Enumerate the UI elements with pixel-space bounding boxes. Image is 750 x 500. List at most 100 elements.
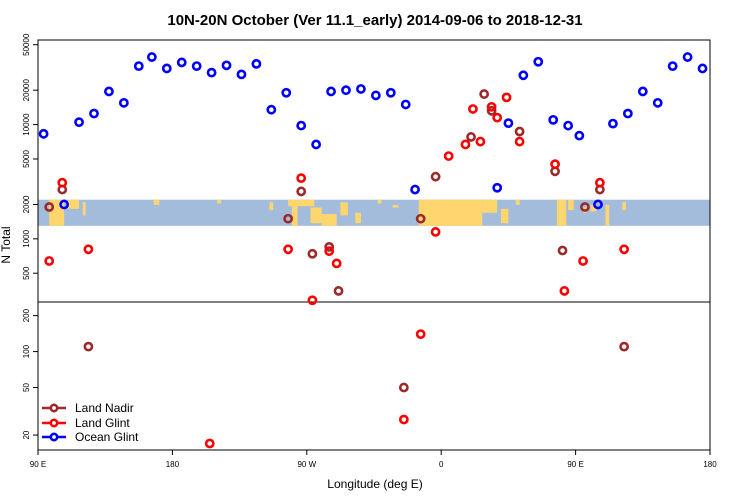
y-tick-label: 50000 — [22, 33, 31, 56]
point-ocean-glint — [341, 85, 351, 96]
legend-marker-land-nadir — [49, 403, 59, 413]
point-land-glint — [514, 136, 525, 147]
point-land-glint — [415, 329, 426, 340]
point-ocean-glint — [652, 97, 663, 108]
land-mass — [568, 199, 574, 211]
point-ocean-glint — [251, 58, 262, 69]
point-ocean-glint — [311, 139, 322, 150]
map-strip — [38, 199, 710, 226]
point-ocean-glint — [574, 130, 585, 141]
x-tick-label: 90 E — [567, 460, 583, 469]
point-ocean-glint — [89, 108, 99, 119]
x-tick-label: 0 — [439, 460, 444, 469]
point-ocean-glint — [667, 61, 678, 72]
point-ocean-glint — [492, 182, 503, 193]
point-land-glint — [430, 227, 441, 237]
point-land-nadir — [333, 286, 344, 296]
point-land-nadir — [398, 382, 409, 393]
point-land-nadir — [486, 105, 497, 116]
point-ocean-glint — [400, 99, 411, 110]
point-land-nadir — [307, 248, 318, 259]
land-mass — [82, 202, 86, 216]
point-ocean-glint — [146, 52, 157, 62]
land-mass — [377, 199, 382, 204]
x-tick-label: 180 — [166, 460, 180, 469]
point-land-glint — [475, 136, 486, 147]
point-land-glint — [83, 244, 94, 255]
y-tick-label: 5000 — [22, 150, 31, 168]
point-land-glint — [204, 438, 215, 449]
point-ocean-glint — [38, 128, 49, 139]
land-mass — [321, 214, 337, 226]
point-land-glint — [559, 286, 570, 296]
y-tick-label: 500 — [22, 266, 31, 280]
point-ocean-glint — [410, 184, 420, 195]
point-ocean-glint — [563, 120, 574, 131]
legend-label-land-nadir: Land Nadir — [75, 401, 134, 415]
point-ocean-glint — [118, 97, 129, 108]
point-ocean-glint — [281, 87, 292, 98]
point-land-nadir — [296, 186, 307, 197]
map-land — [49, 199, 626, 226]
point-land-glint — [443, 151, 454, 161]
point-land-nadir — [479, 89, 490, 99]
point-ocean-glint — [221, 60, 232, 71]
point-land-glint — [398, 414, 409, 425]
land-mass — [288, 199, 315, 207]
point-ocean-glint — [682, 52, 693, 62]
land-mass — [500, 208, 509, 224]
point-ocean-glint — [206, 67, 217, 78]
point-ocean-glint — [296, 120, 307, 131]
point-ocean-glint — [326, 86, 336, 97]
legend-item-land-glint: Land Glint — [42, 416, 130, 430]
point-land-glint — [460, 139, 471, 150]
point-land-glint — [578, 256, 588, 266]
land-mass — [590, 204, 597, 212]
y-tick-label: 100 — [22, 344, 31, 358]
land-mass — [217, 199, 221, 204]
point-ocean-glint — [104, 86, 114, 97]
land-mass — [153, 199, 160, 205]
map-ocean — [38, 199, 710, 226]
point-land-nadir — [430, 171, 441, 182]
x-tick-label: 180 — [703, 460, 717, 469]
point-land-glint — [283, 244, 294, 255]
land-mass — [418, 199, 483, 226]
point-land-nadir — [580, 202, 590, 212]
point-land-glint — [57, 177, 68, 188]
legend-item-ocean-glint: Ocean Glint — [42, 430, 139, 444]
x-tick-label: 90 E — [30, 460, 46, 469]
point-land-nadir — [324, 242, 335, 252]
land-mass — [392, 204, 399, 208]
point-land-glint — [44, 256, 55, 266]
y-tick-label: 1000 — [22, 229, 31, 247]
tick-labels: 90 E 180 90 W 0 90 E 180 500 1000 2000 5000 10000 2… — [22, 33, 717, 469]
point-land-nadir — [557, 245, 568, 256]
y-tick-label: 20 — [22, 430, 31, 439]
point-land-glint — [468, 104, 478, 114]
point-land-glint — [296, 173, 307, 184]
point-ocean-glint — [697, 63, 708, 74]
point-land-nadir — [514, 126, 525, 137]
legend-label-land-glint: Land Glint — [75, 416, 130, 430]
legend-item-land-nadir: Land Nadir — [42, 401, 134, 415]
point-ocean-glint — [59, 199, 70, 210]
point-land-glint — [324, 246, 335, 257]
land-mass — [340, 202, 348, 216]
y-tick-label: 10000 — [22, 113, 31, 136]
point-ocean-glint — [637, 86, 648, 97]
x-axis-label: Longitude (deg E) — [327, 477, 422, 491]
point-land-glint — [550, 159, 560, 170]
y-tick-label: 200 — [22, 308, 31, 322]
point-ocean-glint — [518, 70, 529, 81]
chart-title: 10N-20N October (Ver 11.1_early) 2014-09… — [167, 12, 582, 29]
point-ocean-glint — [266, 104, 277, 115]
point-ocean-glint — [176, 57, 187, 68]
x-tick-label: 90 W — [297, 460, 316, 469]
plot-frame — [37, 39, 711, 451]
y-tick-label: 2000 — [22, 195, 31, 213]
legend: Land Nadir Land Glint Ocean Glint — [42, 401, 139, 444]
land-mass — [291, 202, 298, 226]
land-mass — [605, 204, 610, 226]
